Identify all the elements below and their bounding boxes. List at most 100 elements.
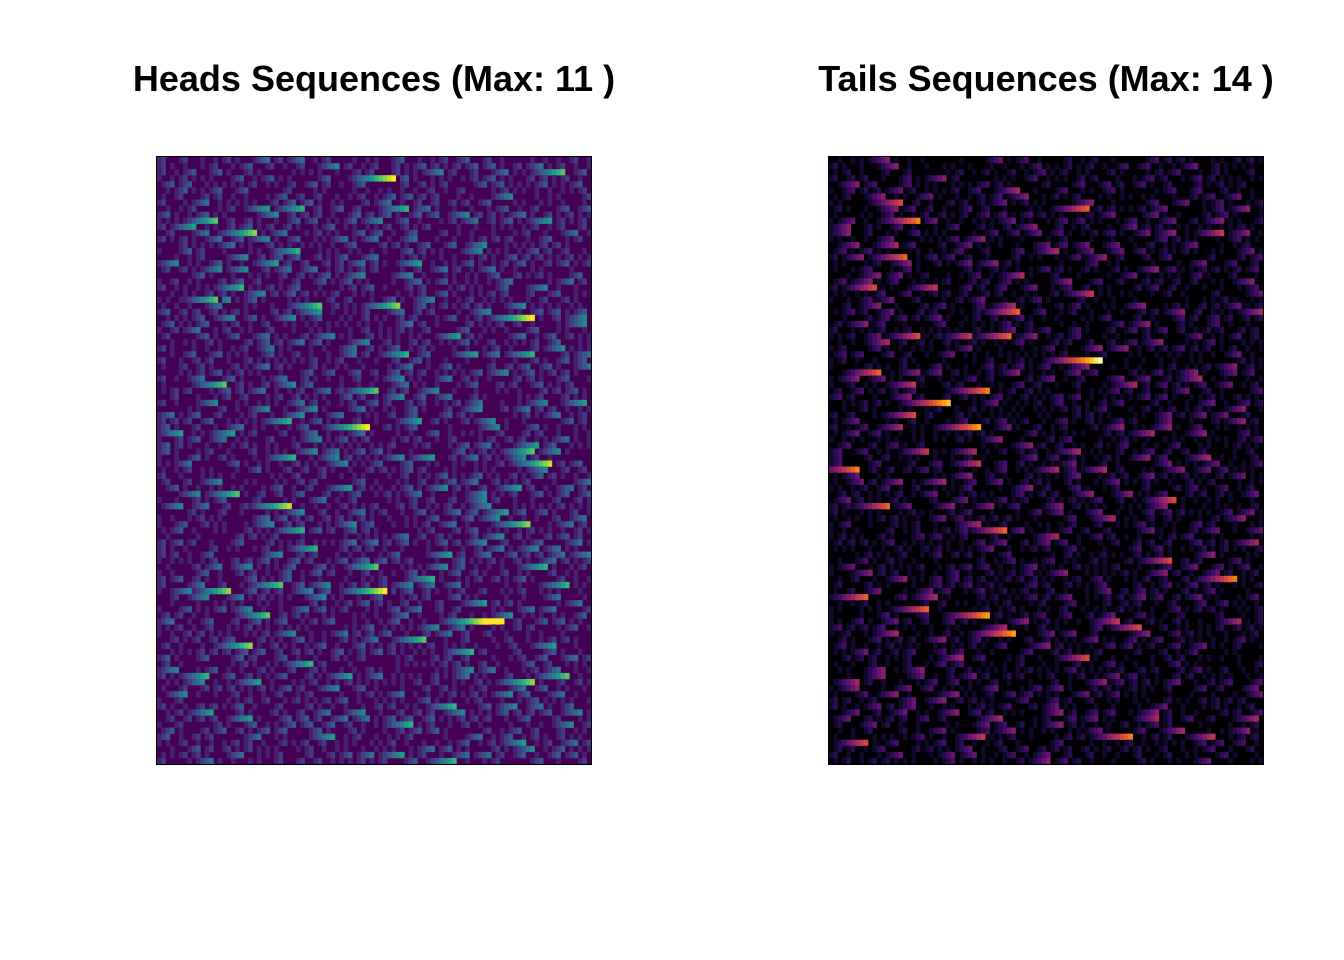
heatmap-cell bbox=[269, 436, 275, 443]
heatmap-cell bbox=[391, 691, 396, 698]
heatmap-cell bbox=[243, 199, 249, 206]
heatmap-cell bbox=[413, 703, 418, 710]
heatmap-cell bbox=[239, 539, 245, 546]
heatmap-cell bbox=[230, 181, 236, 188]
heatmap-cell bbox=[408, 229, 414, 237]
heatmap-cell bbox=[261, 418, 266, 425]
heatmap-cell bbox=[360, 587, 366, 595]
heatmap-cell bbox=[243, 229, 249, 237]
heatmap-cell bbox=[165, 618, 171, 625]
heatmap-cell bbox=[543, 411, 548, 419]
heatmap-cell bbox=[560, 418, 566, 425]
heatmap-cell bbox=[512, 502, 518, 510]
heatmap-cell bbox=[165, 715, 171, 722]
heatmap-cell bbox=[248, 205, 253, 212]
heatmap-cell bbox=[352, 727, 357, 734]
heatmap-cell bbox=[543, 660, 548, 668]
heatmap-cell bbox=[543, 666, 548, 674]
heatmap-cell bbox=[157, 587, 162, 595]
heatmap-cell bbox=[235, 424, 240, 431]
heatmap-cell bbox=[178, 624, 184, 631]
heatmap-cell bbox=[413, 266, 418, 273]
heatmap-cell bbox=[304, 557, 310, 564]
heatmap-cell bbox=[395, 357, 401, 364]
heatmap-cell bbox=[512, 624, 518, 631]
heatmap-cell bbox=[209, 369, 214, 376]
heatmap-cell bbox=[391, 229, 396, 237]
heatmap-cell bbox=[400, 454, 405, 461]
heatmap-cell bbox=[469, 600, 475, 607]
heatmap-cell bbox=[313, 418, 318, 425]
heatmap-cell bbox=[352, 460, 357, 467]
heatmap-cell bbox=[352, 290, 357, 297]
heatmap-cell bbox=[321, 278, 327, 285]
heatmap-cell bbox=[360, 539, 366, 546]
heatmap-cell bbox=[326, 515, 331, 522]
heatmap-cell bbox=[278, 375, 284, 382]
heatmap-cell bbox=[460, 199, 466, 206]
heatmap-cell bbox=[339, 411, 344, 419]
heatmap-cell bbox=[339, 594, 344, 601]
heatmap-cell bbox=[291, 393, 297, 401]
heatmap-cell bbox=[230, 685, 236, 692]
heatmap-cell bbox=[230, 600, 236, 607]
heatmap-cell bbox=[365, 217, 370, 225]
heatmap-cell bbox=[486, 302, 492, 310]
heatmap-cell bbox=[183, 339, 188, 346]
heatmap-cell bbox=[525, 709, 531, 716]
heatmap-cell bbox=[265, 630, 271, 637]
heatmap-cell bbox=[347, 521, 353, 528]
heatmap-cell bbox=[417, 241, 423, 249]
heatmap-cell bbox=[278, 229, 284, 237]
heatmap-cell bbox=[339, 205, 344, 212]
heatmap-cell bbox=[321, 175, 327, 182]
heatmap-cell bbox=[360, 648, 366, 656]
heatmap-cell bbox=[469, 308, 475, 316]
heatmap-cell bbox=[387, 733, 392, 741]
heatmap-cell bbox=[278, 636, 284, 643]
heatmap-cell bbox=[868, 157, 873, 164]
heatmap-cell bbox=[170, 484, 175, 492]
heatmap-cell bbox=[178, 575, 184, 583]
heatmap-cell bbox=[452, 448, 457, 455]
heatmap-cell bbox=[317, 248, 323, 255]
heatmap-cell bbox=[317, 575, 323, 583]
heatmap-cell bbox=[365, 715, 370, 722]
heatmap-cell bbox=[465, 721, 470, 728]
heatmap-cell bbox=[269, 666, 275, 674]
heatmap-cell bbox=[473, 369, 479, 376]
heatmap-cell bbox=[287, 666, 292, 674]
heatmap-cell bbox=[517, 205, 522, 212]
heatmap-cell bbox=[495, 430, 501, 437]
heatmap-cell bbox=[452, 624, 457, 631]
heatmap-cell bbox=[226, 169, 232, 176]
heatmap-cell bbox=[378, 630, 383, 637]
heatmap-cell bbox=[525, 448, 531, 455]
heatmap-cell bbox=[352, 496, 357, 504]
heatmap-cell bbox=[339, 393, 344, 401]
heatmap-cell bbox=[326, 557, 331, 564]
heatmap-cell bbox=[452, 660, 457, 668]
heatmap-cell bbox=[213, 308, 219, 316]
heatmap-cell bbox=[265, 721, 271, 728]
heatmap-cell bbox=[534, 254, 540, 261]
heatmap-cell bbox=[478, 405, 483, 413]
heatmap-cell bbox=[287, 254, 292, 261]
heatmap-cell bbox=[387, 703, 392, 710]
heatmap-cell bbox=[452, 266, 457, 273]
heatmap-cell bbox=[161, 581, 166, 589]
heatmap-cell bbox=[248, 727, 253, 734]
heatmap-cell bbox=[265, 557, 271, 564]
heatmap-cell bbox=[499, 618, 505, 625]
heatmap-cell bbox=[556, 339, 561, 346]
heatmap-cell bbox=[430, 654, 436, 662]
heatmap-cell bbox=[374, 460, 379, 467]
heatmap-cell bbox=[282, 630, 288, 637]
heatmap-cell bbox=[499, 460, 505, 467]
heatmap-cell bbox=[261, 551, 266, 558]
heatmap-cell bbox=[365, 679, 370, 686]
heatmap-cell bbox=[439, 363, 444, 370]
heatmap-cell bbox=[382, 630, 388, 637]
heatmap-cell bbox=[304, 691, 310, 698]
heatmap-cell bbox=[269, 223, 275, 231]
